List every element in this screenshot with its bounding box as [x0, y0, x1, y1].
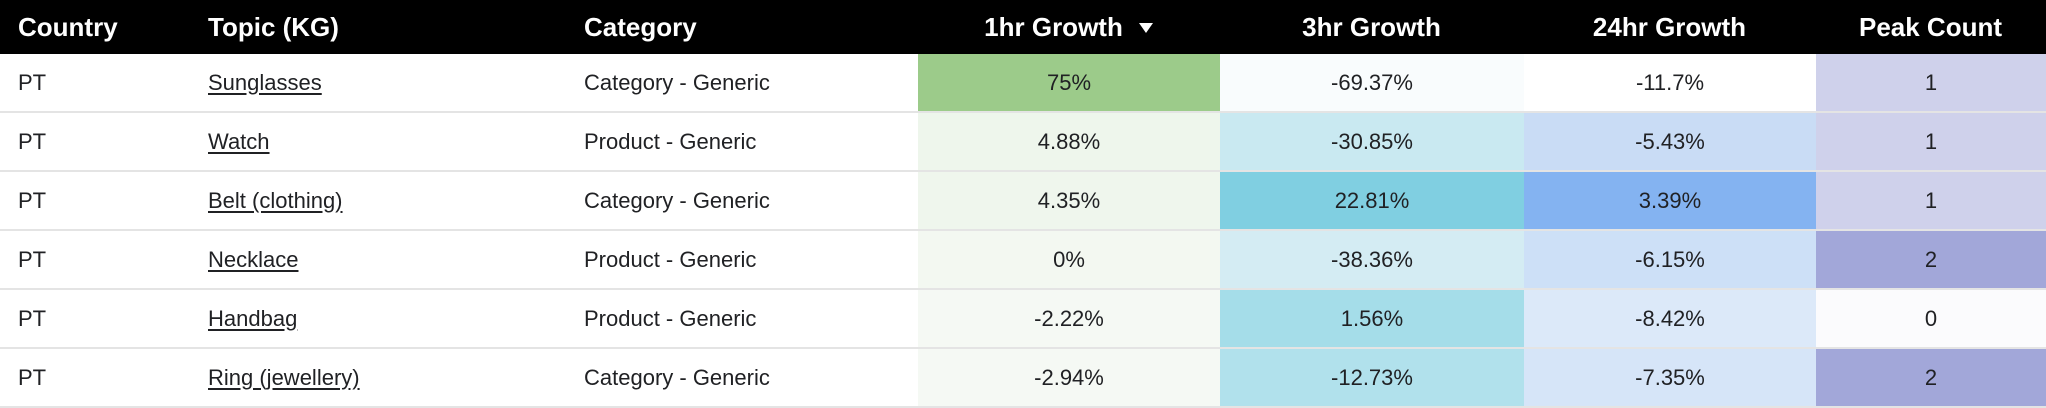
- cell-category: Product - Generic: [584, 128, 757, 154]
- cell-category: Product - Generic: [584, 305, 757, 331]
- cell-peak-count: 1: [1816, 113, 2046, 170]
- cell-peak-count: 1: [1816, 54, 2046, 111]
- header-3hr-growth[interactable]: 3hr Growth: [1220, 0, 1524, 54]
- cell-category: Category - Generic: [584, 69, 770, 95]
- header-1hr-growth-label: 1hr Growth: [984, 11, 1123, 42]
- cell-1hr-growth: -2.94%: [918, 349, 1220, 406]
- header-country[interactable]: Country: [0, 0, 190, 54]
- topic-link[interactable]: Necklace: [208, 246, 299, 272]
- topic-link[interactable]: Belt (clothing): [208, 187, 343, 213]
- cell-topic: Ring (jewellery): [190, 349, 566, 406]
- cell-country: PT: [18, 187, 47, 213]
- table-row: PT Handbag Product - Generic -2.22% 1.56…: [0, 290, 2046, 349]
- cell-category: Category - Generic: [584, 364, 770, 390]
- cell-24hr-growth: 3.39%: [1524, 172, 1816, 229]
- header-category[interactable]: Category: [566, 0, 918, 54]
- cell-topic: Watch: [190, 113, 566, 170]
- cell-topic: Sunglasses: [190, 54, 566, 111]
- cell-1hr-growth: -2.22%: [918, 290, 1220, 347]
- table-row: PT Necklace Product - Generic 0% -38.36%…: [0, 231, 2046, 290]
- header-country-label: Country: [18, 11, 118, 42]
- cell-country: PT: [18, 69, 47, 95]
- cell-country: PT: [18, 305, 47, 331]
- table-row: PT Sunglasses Category - Generic 75% -69…: [0, 54, 2046, 113]
- cell-peak-count: 2: [1816, 349, 2046, 406]
- cell-24hr-growth: -7.35%: [1524, 349, 1816, 406]
- cell-topic: Necklace: [190, 231, 566, 288]
- cell-peak-count: 1: [1816, 172, 2046, 229]
- cell-3hr-growth: -30.85%: [1220, 113, 1524, 170]
- cell-24hr-growth: -8.42%: [1524, 290, 1816, 347]
- table-row: PT Belt (clothing) Category - Generic 4.…: [0, 172, 2046, 231]
- cell-1hr-growth: 4.88%: [918, 113, 1220, 170]
- header-topic[interactable]: Topic (KG): [190, 0, 566, 54]
- table-row: PT Ring (jewellery) Category - Generic -…: [0, 349, 2046, 408]
- topic-link[interactable]: Watch: [208, 128, 270, 154]
- cell-1hr-growth: 4.35%: [918, 172, 1220, 229]
- cell-3hr-growth: -38.36%: [1220, 231, 1524, 288]
- header-peak-count-label: Peak Count: [1858, 11, 2003, 42]
- cell-peak-count: 0: [1816, 290, 2046, 347]
- cell-3hr-growth: 1.56%: [1220, 290, 1524, 347]
- header-category-label: Category: [584, 11, 697, 42]
- cell-peak-count: 2: [1816, 231, 2046, 288]
- cell-1hr-growth: 0%: [918, 231, 1220, 288]
- header-24hr-growth-label: 24hr Growth: [1592, 11, 1747, 42]
- cell-24hr-growth: -6.15%: [1524, 231, 1816, 288]
- cell-topic: Belt (clothing): [190, 172, 566, 229]
- cell-1hr-growth: 75%: [918, 54, 1220, 111]
- header-24hr-growth[interactable]: 24hr Growth: [1524, 0, 1816, 54]
- cell-category: Category - Generic: [584, 187, 770, 213]
- header-topic-label: Topic (KG): [208, 11, 339, 42]
- topic-link[interactable]: Sunglasses: [208, 69, 322, 95]
- topic-link[interactable]: Handbag: [208, 305, 298, 331]
- cell-3hr-growth: -12.73%: [1220, 349, 1524, 406]
- cell-country: PT: [18, 246, 47, 272]
- cell-3hr-growth: 22.81%: [1220, 172, 1524, 229]
- cell-country: PT: [18, 128, 47, 154]
- header-1hr-growth[interactable]: 1hr Growth: [918, 0, 1220, 54]
- table-row: PT Watch Product - Generic 4.88% -30.85%…: [0, 113, 2046, 172]
- cell-24hr-growth: -5.43%: [1524, 113, 1816, 170]
- topic-link[interactable]: Ring (jewellery): [208, 364, 360, 390]
- header-3hr-growth-label: 3hr Growth: [1302, 11, 1441, 42]
- cell-country: PT: [18, 364, 47, 390]
- cell-topic: Handbag: [190, 290, 566, 347]
- header-peak-count[interactable]: Peak Count: [1816, 0, 2046, 54]
- cell-3hr-growth: -69.37%: [1220, 54, 1524, 111]
- table-header: Country Topic (KG) Category 1hr Growth 3…: [0, 0, 2046, 54]
- cell-category: Product - Generic: [584, 246, 757, 272]
- sort-descending-icon[interactable]: [1138, 23, 1153, 33]
- cell-24hr-growth: -11.7%: [1524, 54, 1816, 111]
